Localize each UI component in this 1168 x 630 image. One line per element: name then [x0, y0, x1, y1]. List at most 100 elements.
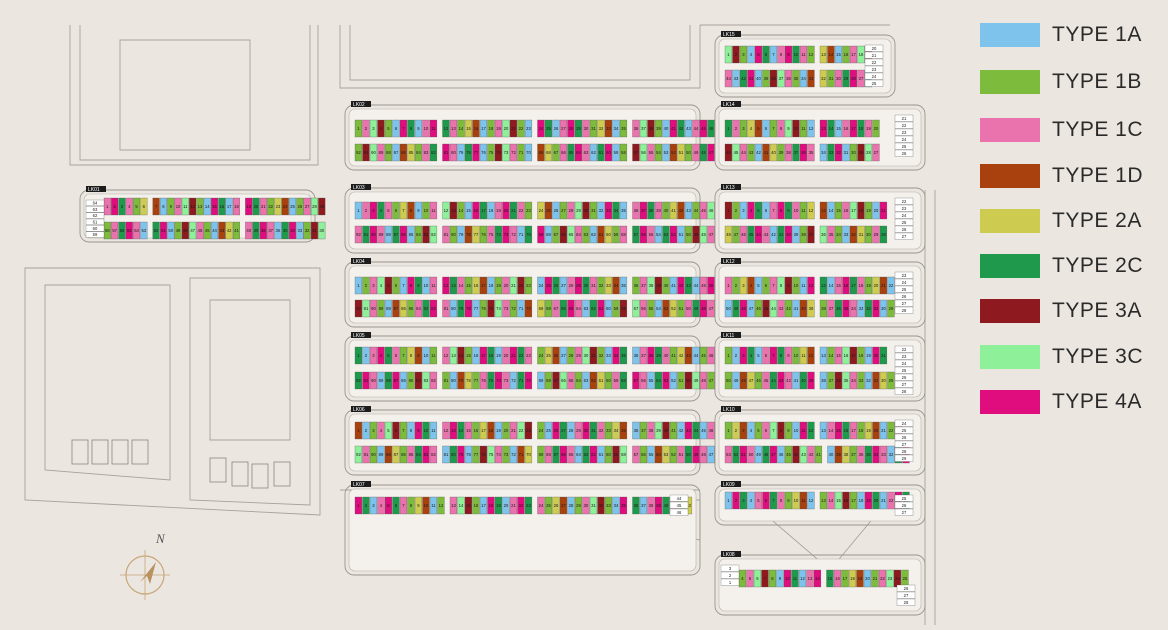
lot-plot — [612, 201, 620, 220]
lot-number: 63 — [584, 452, 589, 457]
lot-plot — [632, 276, 640, 295]
lot-plot — [567, 225, 575, 244]
lot-plot — [792, 346, 800, 365]
lot-number: 72 — [511, 232, 516, 237]
lot-number: 2 — [729, 573, 732, 578]
lot-number: 55 — [649, 150, 654, 155]
lot-plot — [746, 569, 754, 588]
lot-number: 13 — [821, 428, 826, 433]
lot-plot — [281, 197, 289, 216]
lot-plot — [724, 201, 733, 220]
lot-number: 30 — [866, 232, 871, 237]
lot-number: 7 — [772, 126, 775, 131]
lot-number: 30 — [319, 228, 324, 233]
lot-plot — [699, 225, 708, 244]
lot-plot — [442, 371, 450, 390]
lot-plot — [377, 371, 385, 390]
lot-number: 11 — [801, 52, 806, 57]
lot-number: 5 — [387, 353, 390, 358]
block-label: LK15 — [723, 32, 735, 38]
lot-plot — [791, 569, 799, 588]
lot-plot — [762, 225, 770, 244]
lot-plot — [479, 201, 488, 220]
lot-plot — [449, 421, 458, 440]
lot-number: 46 — [198, 228, 203, 233]
legend-item-type-3a: TYPE 3A — [980, 298, 1142, 324]
lot-plot — [384, 445, 393, 464]
lot-plot — [619, 225, 628, 244]
lot-plot — [849, 143, 858, 162]
lot-plot — [597, 276, 605, 295]
lot-number: 85 — [409, 150, 414, 155]
lot-plot — [662, 201, 670, 220]
lot-number: 41 — [671, 126, 676, 131]
lot-plot — [834, 69, 843, 88]
lot-plot — [597, 119, 605, 138]
lot-plot — [684, 276, 693, 295]
lot-plot — [574, 276, 583, 295]
lot-number: 91 — [364, 452, 369, 457]
lot-number: 3 — [729, 566, 732, 571]
lot-plot — [225, 221, 233, 240]
lot-plot — [464, 346, 473, 365]
lot-number: 6 — [765, 353, 768, 358]
lot-number: 73 — [504, 150, 509, 155]
lot-number: 70 — [526, 378, 531, 383]
lot-plot — [684, 143, 693, 162]
lot-number: 24 — [539, 353, 544, 358]
lot-number: 62 — [591, 232, 596, 237]
lot-plot — [85, 212, 105, 219]
lot-plot — [864, 72, 884, 80]
lot-plot — [604, 299, 613, 318]
lot-number: 6 — [395, 353, 398, 358]
lot-plot — [449, 276, 458, 295]
lot-number: 57 — [634, 452, 639, 457]
lot-number: 55 — [127, 228, 132, 233]
lot-number: 13 — [808, 576, 813, 581]
lot-plot — [784, 201, 793, 220]
lot-number: 34 — [290, 228, 295, 233]
lot-plot — [524, 371, 533, 390]
lot-plot — [762, 143, 770, 162]
lot-plot — [369, 445, 378, 464]
lot-number: 7 — [402, 283, 405, 288]
lot-plot — [849, 201, 858, 220]
lot-number: 14 — [829, 52, 834, 57]
building-outline — [231, 461, 249, 487]
lot-number: 17 — [481, 283, 486, 288]
lot-number: 49 — [734, 306, 739, 311]
lot-number: 18 — [489, 283, 494, 288]
lot-plot — [894, 373, 914, 381]
lot-number: 14 — [829, 208, 834, 213]
lot-plot — [819, 371, 828, 390]
lot-plot — [739, 346, 748, 365]
lot-number: 74 — [496, 452, 501, 457]
lot-number: 4 — [750, 428, 753, 433]
lot-plot — [707, 421, 715, 440]
lot-plot — [819, 346, 828, 365]
lot-number: 19 — [496, 503, 501, 508]
lot-number: 18 — [859, 428, 864, 433]
lot-plot — [732, 445, 740, 464]
lot-number: 11 — [431, 126, 436, 131]
lot-number: 10 — [424, 428, 429, 433]
lot-number: 22 — [519, 126, 524, 131]
lot-number: 15 — [828, 576, 833, 581]
lot-plot — [509, 201, 518, 220]
lot-number: 17 — [851, 428, 856, 433]
lot-number: 22 — [889, 498, 894, 503]
lot-number: 28 — [902, 449, 907, 454]
lot-plot — [574, 496, 583, 515]
lot-plot — [502, 276, 510, 295]
block-outline — [344, 409, 701, 476]
lot-plot — [362, 201, 370, 220]
lot-number: 12 — [190, 204, 195, 209]
lot-plot — [692, 276, 700, 295]
lot-number: 16 — [474, 353, 479, 358]
lot-plot — [799, 201, 808, 220]
lot-number: 41 — [749, 76, 754, 81]
lot-plot — [267, 197, 275, 216]
lot-number: 20 — [254, 204, 259, 209]
lot-plot — [289, 221, 297, 240]
lot-plot — [118, 197, 126, 216]
